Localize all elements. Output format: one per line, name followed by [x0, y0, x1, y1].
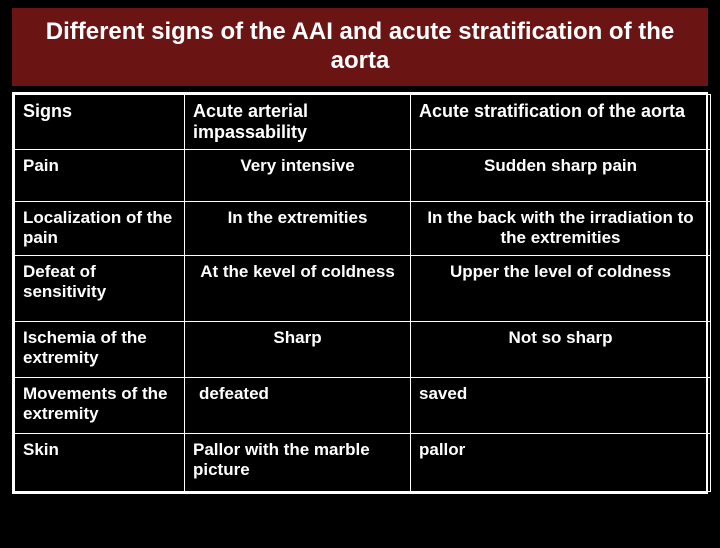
title-bar: Different signs of the AAI and acute str…: [12, 8, 708, 86]
page-title: Different signs of the AAI and acute str…: [32, 18, 688, 76]
row-col1: Pallor with the marble picture: [185, 433, 411, 491]
table: Signs Acute arterial impassability Acute…: [14, 94, 711, 492]
table-row: Pain Very intensive Sudden sharp pain: [15, 149, 711, 201]
table-row: Skin Pallor with the marble picture pall…: [15, 433, 711, 491]
col-header-strat: Acute stratification of the aorta: [411, 94, 711, 149]
row-sign: Pain: [15, 149, 185, 201]
row-col2: pallor: [411, 433, 711, 491]
row-col2: Upper the level of coldness: [411, 255, 711, 321]
comparison-table: Signs Acute arterial impassability Acute…: [12, 92, 708, 494]
table-row: Ischemia of the extremity Sharp Not so s…: [15, 321, 711, 377]
table-row: Defeat of sensitivity At the kevel of co…: [15, 255, 711, 321]
row-col2: saved: [411, 377, 711, 433]
row-col2: In the back with the irradiation to the …: [411, 201, 711, 255]
row-col1: Very intensive: [185, 149, 411, 201]
row-sign: Defeat of sensitivity: [15, 255, 185, 321]
row-col1: Sharp: [185, 321, 411, 377]
col-header-signs: Signs: [15, 94, 185, 149]
row-sign: Ischemia of the extremity: [15, 321, 185, 377]
table-row: Movements of the extremity defeated save…: [15, 377, 711, 433]
table-header-row: Signs Acute arterial impassability Acute…: [15, 94, 711, 149]
col-header-aai: Acute arterial impassability: [185, 94, 411, 149]
row-sign: Skin: [15, 433, 185, 491]
row-sign: Localization of the pain: [15, 201, 185, 255]
table-row: Localization of the pain In the extremit…: [15, 201, 711, 255]
row-col1: defeated: [185, 377, 411, 433]
row-col2: Not so sharp: [411, 321, 711, 377]
row-col1: In the extremities: [185, 201, 411, 255]
row-col2: Sudden sharp pain: [411, 149, 711, 201]
row-sign: Movements of the extremity: [15, 377, 185, 433]
row-col1: At the kevel of coldness: [185, 255, 411, 321]
